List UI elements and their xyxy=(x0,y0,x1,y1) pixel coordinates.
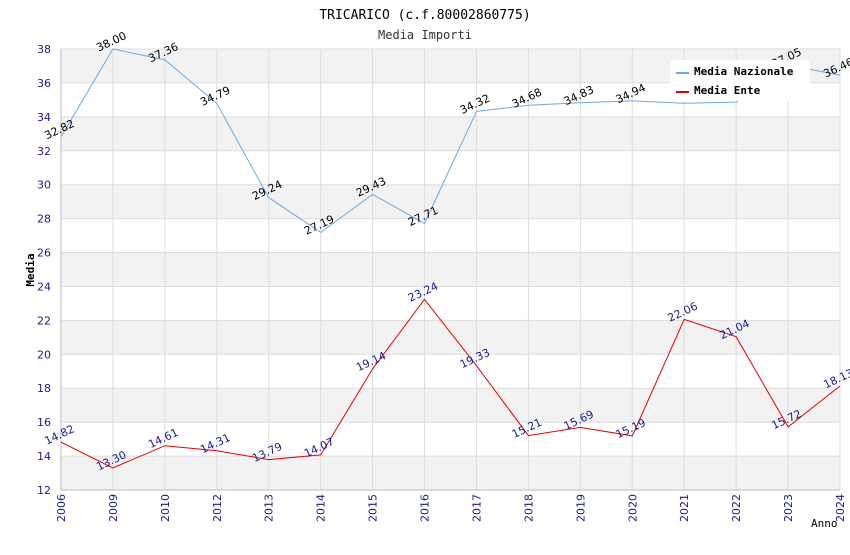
y-tick-label: 24 xyxy=(37,280,51,293)
y-tick-label: 12 xyxy=(37,484,51,497)
y-tick-label: 38 xyxy=(37,43,51,56)
x-tick-label: 2006 xyxy=(55,494,68,522)
x-tick-label: 2010 xyxy=(159,494,172,522)
x-tick-label: 2024 xyxy=(834,494,847,522)
legend-label-media-ente: Media Ente xyxy=(694,84,761,97)
x-tick-label: 2020 xyxy=(626,494,639,522)
axes xyxy=(60,49,841,491)
y-tick-label: 28 xyxy=(37,213,51,226)
y-tick-label: 20 xyxy=(37,348,51,361)
x-tick-label: 2009 xyxy=(107,494,120,522)
x-axis-label: Anno xyxy=(811,517,838,530)
grid-band xyxy=(61,388,840,423)
y-tick-labels: 12 14 16 18 20 22 24 26 28 30 32 34 36 38 xyxy=(37,43,51,497)
x-tick-label: 2021 xyxy=(678,494,691,522)
y-tick-label: 18 xyxy=(37,382,51,395)
x-tick-label: 2014 xyxy=(315,494,328,522)
x-tick-label: 2023 xyxy=(782,494,795,522)
grid-band xyxy=(61,252,840,287)
x-tick-label: 2016 xyxy=(419,494,432,522)
x-tick-label: 2017 xyxy=(470,494,483,522)
grid-band xyxy=(61,184,840,219)
chart-subtitle: Media Importi xyxy=(378,28,472,42)
y-tick-label: 36 xyxy=(37,77,51,90)
grid-band xyxy=(61,320,840,355)
x-tick-label: 2015 xyxy=(367,494,380,522)
y-tick-label: 14 xyxy=(37,450,51,463)
x-tick-label: 2013 xyxy=(263,494,276,522)
y-tick-label: 26 xyxy=(37,247,51,260)
x-tick-label: 2022 xyxy=(730,494,743,522)
y-tick-label: 34 xyxy=(37,111,51,124)
y-tick-label: 30 xyxy=(37,179,51,192)
x-tick-labels: 2006 2009 2010 2012 2013 2014 2015 2016 2017 2018… xyxy=(55,494,847,522)
y-tick-label: 32 xyxy=(37,145,51,158)
grid-band xyxy=(61,116,840,151)
legend-box xyxy=(670,60,810,101)
y-tick-label: 16 xyxy=(37,416,51,429)
grid-bands xyxy=(61,49,840,490)
chart-title: TRICARICO (c.f.80002860775) xyxy=(319,8,530,23)
series-line-media-ente xyxy=(60,298,841,469)
x-tick-label: 2012 xyxy=(211,494,224,522)
y-axis-label: Media xyxy=(24,253,37,286)
grid-band xyxy=(61,456,840,490)
legend-label-media-nazionale: Media Nazionale xyxy=(694,65,794,78)
series-lines xyxy=(60,48,841,469)
legend: Media Nazionale Media Ente xyxy=(670,60,810,101)
x-tick-label: 2019 xyxy=(574,494,587,522)
x-tick-label: 2018 xyxy=(522,494,535,522)
y-tick-label: 22 xyxy=(37,314,51,327)
series-line-media-nazionale xyxy=(60,48,841,234)
